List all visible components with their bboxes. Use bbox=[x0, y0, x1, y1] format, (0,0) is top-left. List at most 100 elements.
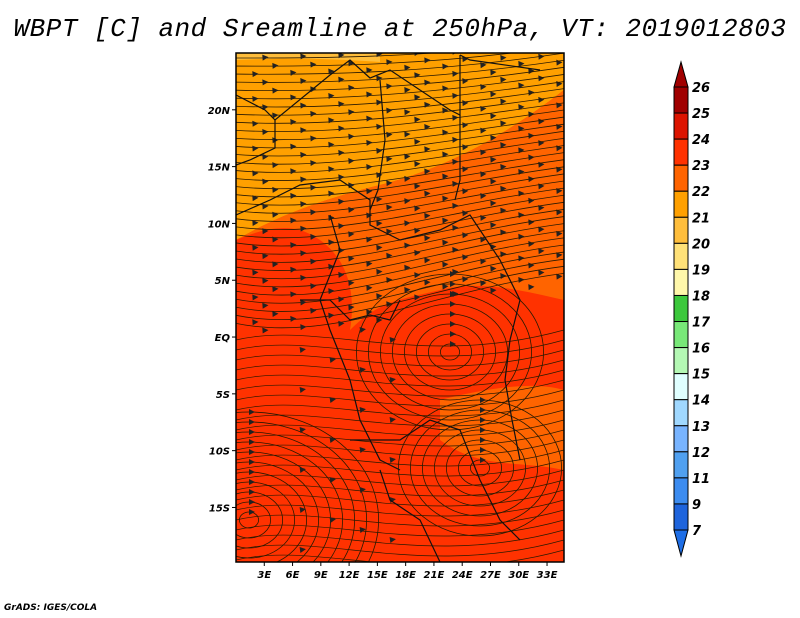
streamline-arrow bbox=[386, 204, 393, 211]
streamline bbox=[236, 339, 564, 357]
streamline-arrow bbox=[389, 457, 396, 463]
streamline-arrow bbox=[300, 250, 307, 257]
colorbar-label: 11 bbox=[692, 472, 710, 487]
streamlines bbox=[236, 53, 582, 562]
streamline-arrow bbox=[462, 232, 469, 239]
streamline-arrow bbox=[262, 129, 269, 136]
streamline-arrow bbox=[404, 220, 411, 227]
streamline-arrow bbox=[359, 367, 366, 373]
streamline-arrow bbox=[424, 146, 431, 153]
streamline-arrow bbox=[414, 183, 421, 190]
streamline-arrow bbox=[480, 149, 487, 156]
streamline-arrow bbox=[376, 196, 383, 203]
streamline-arrow bbox=[252, 71, 259, 78]
colorbar-box bbox=[673, 321, 689, 349]
streamline-vortex bbox=[409, 409, 550, 527]
streamline bbox=[236, 59, 564, 83]
streamline-arrow bbox=[450, 341, 456, 347]
lat-label: 20N bbox=[208, 106, 231, 117]
streamline-arrow bbox=[404, 264, 411, 271]
streamline-arrow bbox=[366, 91, 373, 98]
streamline-arrow bbox=[359, 487, 366, 493]
streamline-arrow bbox=[500, 163, 507, 170]
streamline bbox=[236, 409, 564, 427]
streamline-arrow bbox=[462, 122, 469, 129]
streamline-arrow bbox=[518, 82, 525, 89]
streamline bbox=[236, 469, 564, 487]
streamline-arrow bbox=[576, 223, 582, 229]
streamline-vortex bbox=[236, 481, 295, 559]
plot-title: WBPT [C] and Sreamline at 250hPa, VT: 20… bbox=[13, 14, 787, 44]
streamline-arrow bbox=[480, 236, 487, 243]
streamline-arrow bbox=[386, 59, 393, 66]
streamline-arrow bbox=[480, 447, 486, 453]
colorbar-label: 9 bbox=[692, 498, 701, 513]
streamline-arrow bbox=[480, 417, 486, 423]
streamline-arrow bbox=[338, 76, 345, 83]
streamline-arrow bbox=[249, 509, 255, 515]
streamline-arrow bbox=[328, 288, 335, 295]
streamline-arrow bbox=[566, 173, 572, 179]
streamline-arrow bbox=[249, 439, 255, 445]
streamline-arrow bbox=[290, 266, 297, 273]
streamline-arrow bbox=[310, 160, 317, 167]
streamline-arrow bbox=[566, 152, 572, 158]
streamline bbox=[236, 499, 564, 517]
streamline bbox=[236, 389, 564, 407]
streamline-arrow bbox=[386, 107, 393, 114]
streamline bbox=[236, 273, 564, 329]
streamline-arrow bbox=[462, 78, 469, 85]
streamline-arrow bbox=[442, 151, 449, 158]
streamline-arrow bbox=[359, 327, 366, 333]
streamline-vortex bbox=[469, 459, 490, 477]
streamline-arrow bbox=[338, 149, 345, 156]
streamline-arrow bbox=[310, 184, 317, 191]
streamline bbox=[236, 509, 564, 527]
streamline-vortex bbox=[439, 343, 460, 361]
streamline-arrow bbox=[500, 98, 507, 105]
streamline bbox=[236, 194, 564, 239]
streamline-vortex bbox=[236, 441, 343, 562]
streamline-arrow bbox=[252, 269, 259, 276]
streamline-arrow bbox=[272, 62, 279, 69]
streamline-arrow bbox=[404, 198, 411, 205]
streamline-arrow bbox=[348, 255, 355, 262]
streamline-arrow bbox=[566, 195, 572, 201]
lon-label: 3E bbox=[257, 570, 271, 581]
streamline-arrow bbox=[442, 239, 449, 246]
streamline-arrow bbox=[442, 129, 449, 136]
streamline-arrow bbox=[359, 447, 366, 453]
streamline bbox=[236, 237, 564, 288]
streamline bbox=[236, 209, 564, 255]
streamline-arrow bbox=[300, 201, 307, 208]
streamline-arrow bbox=[348, 109, 355, 116]
streamline-arrow bbox=[348, 84, 355, 91]
streamline-arrow bbox=[480, 397, 486, 403]
streamline-vortex bbox=[236, 491, 283, 549]
colorbar-label: 7 bbox=[692, 524, 702, 539]
streamline-arrow bbox=[290, 143, 297, 150]
colorbar-box bbox=[673, 451, 689, 479]
streamline-arrow bbox=[272, 310, 279, 317]
streamline-arrow bbox=[249, 499, 255, 505]
streamline-vortex bbox=[403, 313, 496, 391]
colorbar-box bbox=[673, 399, 689, 427]
streamline-arrow bbox=[442, 85, 449, 92]
streamline-arrow bbox=[566, 131, 572, 137]
streamline-arrow bbox=[490, 200, 497, 207]
streamline-arrow bbox=[404, 64, 411, 71]
streamline bbox=[236, 123, 564, 157]
streamline-arrow bbox=[442, 217, 449, 224]
streamline bbox=[236, 152, 564, 190]
streamline-arrow bbox=[424, 257, 431, 264]
colorbar-box bbox=[673, 294, 689, 323]
streamline bbox=[236, 223, 564, 272]
streamline-arrow bbox=[404, 175, 411, 182]
streamline-arrow bbox=[576, 116, 582, 122]
streamline-arrow bbox=[528, 219, 535, 226]
streamline-arrow bbox=[376, 53, 383, 58]
streamline bbox=[236, 138, 564, 173]
streamline-arrow bbox=[359, 527, 366, 533]
streamline-arrow bbox=[414, 227, 421, 234]
streamline-arrow bbox=[538, 248, 545, 255]
